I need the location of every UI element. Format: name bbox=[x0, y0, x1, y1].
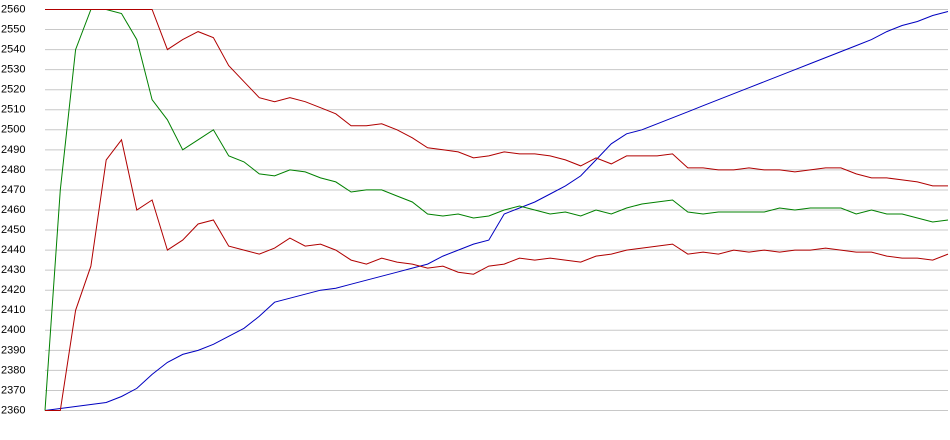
y-tick-label: 2380 bbox=[1, 364, 25, 376]
y-tick-label: 2410 bbox=[1, 304, 25, 316]
y-tick-label: 2450 bbox=[1, 224, 25, 236]
y-tick-label: 2550 bbox=[1, 23, 25, 35]
y-tick-label: 2370 bbox=[1, 384, 25, 396]
series-line bbox=[45, 9, 948, 187]
series-line bbox=[45, 138, 949, 411]
y-tick-label: 2540 bbox=[1, 44, 25, 56]
y-tick-label: 2500 bbox=[1, 124, 25, 136]
y-tick-label: 2530 bbox=[1, 64, 25, 76]
y-tick-label: 2360 bbox=[1, 404, 25, 416]
y-tick-label: 2430 bbox=[1, 264, 25, 276]
y-tick-label: 2560 bbox=[1, 3, 25, 15]
y-tick-label: 2520 bbox=[1, 84, 25, 96]
y-tick-label: 2460 bbox=[1, 204, 25, 216]
y-tick-label: 2490 bbox=[1, 144, 25, 156]
y-tick-label: 2420 bbox=[1, 284, 25, 296]
y-tick-label: 2470 bbox=[1, 184, 25, 196]
y-tick-label: 2440 bbox=[1, 244, 25, 256]
y-tick-label: 2400 bbox=[1, 324, 25, 336]
y-tick-label: 2480 bbox=[1, 164, 25, 176]
series-line bbox=[44, 11, 949, 411]
series-line bbox=[44, 9, 949, 411]
y-tick-label: 2510 bbox=[1, 104, 25, 116]
y-tick-label: 2390 bbox=[1, 344, 25, 356]
